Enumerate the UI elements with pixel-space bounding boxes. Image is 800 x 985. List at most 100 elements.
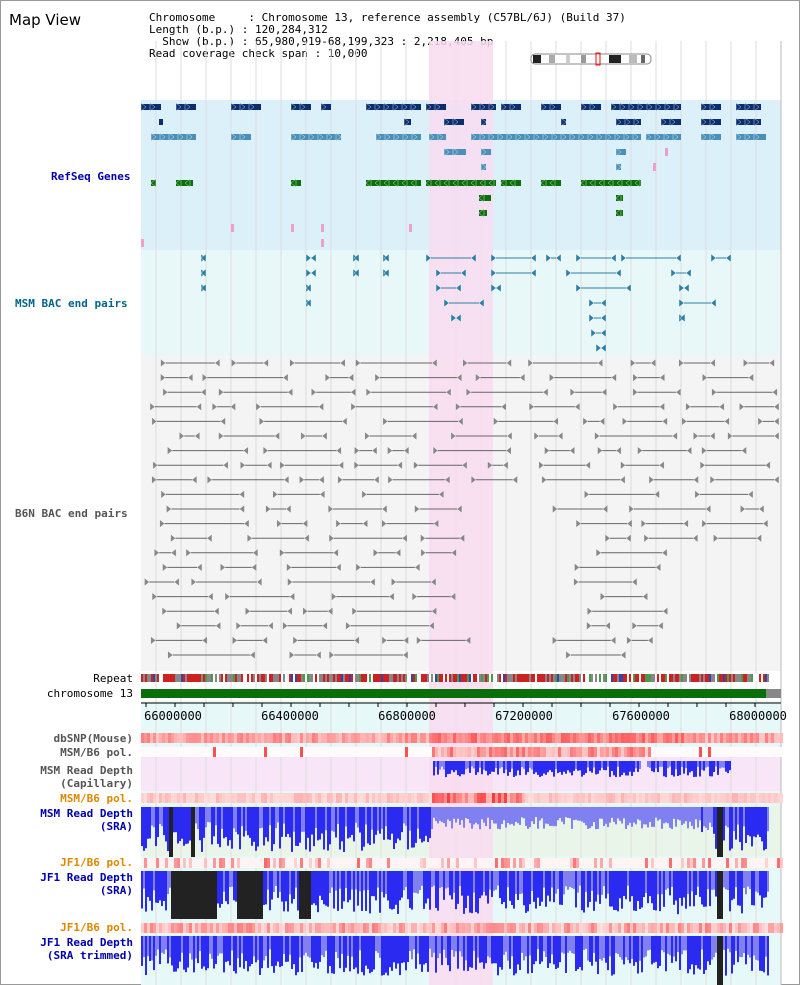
heat-cell — [492, 747, 495, 757]
gene-exon — [615, 147, 622, 157]
heat-cell — [648, 923, 651, 933]
repeat-element — [163, 674, 165, 682]
heat-cell — [762, 923, 765, 933]
track-label-msm-bac[interactable]: MSM BAC end pairs — [15, 297, 128, 310]
heat-cell — [216, 858, 219, 868]
heat-cell — [255, 747, 258, 757]
bac-end — [249, 650, 256, 660]
bac-end — [200, 387, 207, 397]
repeat-element — [707, 674, 709, 682]
heat-cell — [552, 858, 555, 868]
heat-cell — [756, 858, 759, 868]
gene-exon — [434, 102, 441, 112]
heat-cell — [759, 733, 762, 743]
bac-end — [602, 504, 608, 514]
bac-end — [557, 431, 564, 441]
depth-bar — [511, 807, 513, 824]
depth-bar — [459, 761, 461, 777]
depth-bar — [765, 936, 767, 957]
heat-cell — [366, 733, 369, 743]
depth-bar — [667, 807, 669, 824]
heat-cell — [255, 858, 258, 868]
track-label-jf1-b6-pol-trimmed[interactable]: JF1/B6 pol. — [60, 921, 133, 934]
repeat-element — [367, 674, 369, 682]
heat-cell — [255, 733, 258, 743]
depth-bar — [205, 871, 207, 919]
heat-cell — [363, 793, 366, 803]
heat-cell — [252, 858, 255, 868]
bac-end — [341, 416, 348, 426]
heat-cell — [351, 747, 354, 757]
depth-bar — [241, 871, 243, 919]
gene-feature — [231, 104, 261, 110]
heat-cell — [396, 793, 399, 803]
repeat-element — [631, 674, 633, 682]
track-label-msm-b6-pol-sra[interactable]: MSM/B6 pol. — [60, 792, 133, 805]
heat-cell — [687, 923, 690, 933]
heat-cell — [771, 858, 774, 868]
repeat-element — [659, 674, 661, 682]
depth-bar — [577, 871, 579, 893]
bac-end — [584, 489, 590, 499]
depth-bar — [437, 871, 439, 911]
track-label-dbsnp[interactable]: dbSNP(Mouse) — [53, 732, 133, 745]
heat-cell — [483, 923, 486, 933]
depth-bar — [283, 807, 285, 824]
depth-bar — [509, 761, 511, 773]
heat-cell — [777, 733, 780, 743]
repeat-element — [283, 674, 285, 682]
heat-cell — [684, 923, 687, 933]
gene-exon — [753, 117, 760, 127]
depth-bar — [539, 871, 541, 906]
depth-bar — [329, 807, 331, 845]
track-label-jf1-depth-trimmed[interactable]: JF1 Read Depth (SRA trimmed) — [40, 936, 133, 962]
depth-bar — [685, 807, 687, 822]
heat-cell — [570, 793, 573, 803]
track-label-msm-depth-capillary[interactable]: MSM Read Depth (Capillary) — [40, 764, 133, 790]
depth-bar — [233, 807, 235, 829]
track-label-msm-b6-pol-capillary[interactable]: MSM/B6 pol. — [60, 746, 133, 759]
gene-exon — [290, 132, 297, 142]
bac-end — [713, 533, 719, 543]
heat-cell — [633, 923, 636, 933]
heat-cell — [270, 793, 273, 803]
depth-bar — [337, 807, 339, 824]
heat-cell — [744, 793, 747, 803]
track-label-msm-depth-sra[interactable]: MSM Read Depth (SRA) — [40, 807, 133, 833]
bac-end — [151, 592, 158, 602]
heat-cell — [231, 858, 234, 868]
depth-bar — [615, 807, 617, 825]
track-label-jf1-depth-sra[interactable]: JF1 Read Depth (SRA) — [40, 871, 133, 897]
heat-cell — [663, 733, 666, 743]
track-label-b6n-bac[interactable]: B6N BAC end pairs — [15, 507, 128, 520]
depth-bar — [157, 936, 159, 950]
depth-bar — [535, 871, 537, 909]
repeat-element — [291, 674, 293, 682]
depth-bar — [355, 807, 357, 823]
bac-end — [255, 402, 262, 412]
gene-exon — [488, 132, 495, 142]
heat-cell — [699, 923, 702, 933]
heat-cell — [546, 747, 549, 757]
heat-cell — [438, 858, 441, 868]
heat-cell — [261, 793, 264, 803]
heat-cell — [285, 733, 288, 743]
repeat-element — [545, 674, 547, 682]
depth-bar — [643, 807, 645, 825]
track-label-jf1-b6-pol[interactable]: JF1/B6 pol. — [60, 856, 133, 869]
depth-bar — [595, 871, 597, 902]
depth-bar — [647, 807, 649, 828]
depth-bar — [439, 871, 441, 888]
depth-bar — [367, 807, 369, 844]
depth-bar — [411, 807, 413, 848]
depth-bar — [671, 761, 673, 776]
heat-cell — [441, 747, 444, 757]
repeat-element — [247, 674, 249, 682]
depth-bar — [195, 807, 197, 824]
heat-cell — [732, 747, 735, 757]
heat-cell — [297, 793, 300, 803]
heat-cell — [294, 793, 297, 803]
track-label-refseq[interactable]: RefSeq Genes — [51, 170, 131, 183]
depth-bar — [619, 871, 621, 899]
